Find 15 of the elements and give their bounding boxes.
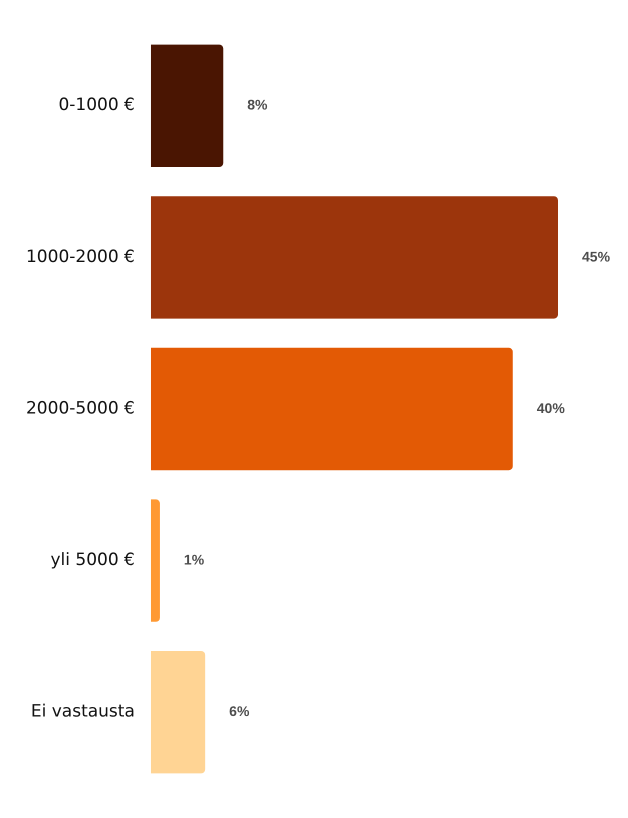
y-tick-label: yli 5000 €	[50, 550, 135, 570]
data-label: 45%	[582, 248, 611, 264]
y-tick-label: Ei vastausta	[30, 702, 135, 722]
data-label: 1%	[184, 551, 205, 568]
y-tick-label: 2000-5000 €	[26, 398, 135, 418]
data-label: 8%	[247, 96, 268, 113]
y-tick-label: 1000-2000 €	[26, 246, 135, 267]
data-label: 40%	[536, 400, 566, 416]
bar	[150, 44, 224, 168]
y-tick-label: 0-1000 €	[58, 95, 135, 116]
bar	[150, 196, 558, 319]
bar	[150, 650, 206, 774]
data-label: 6%	[229, 703, 250, 720]
bar	[150, 499, 160, 622]
bar	[150, 348, 513, 470]
